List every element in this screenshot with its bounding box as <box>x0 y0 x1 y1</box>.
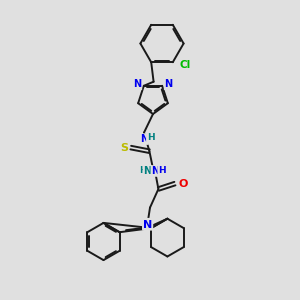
Text: N: N <box>143 166 152 176</box>
Text: O: O <box>178 178 188 189</box>
Text: S: S <box>120 142 128 153</box>
Text: N: N <box>133 79 141 89</box>
Text: Cl: Cl <box>179 60 191 70</box>
Text: N: N <box>165 79 173 89</box>
Text: H: H <box>147 133 154 142</box>
Text: H: H <box>158 166 166 175</box>
Text: N: N <box>140 134 148 144</box>
Text: N: N <box>143 220 152 230</box>
Text: N: N <box>151 166 160 176</box>
Text: H: H <box>140 166 147 175</box>
Text: N: N <box>143 219 152 229</box>
